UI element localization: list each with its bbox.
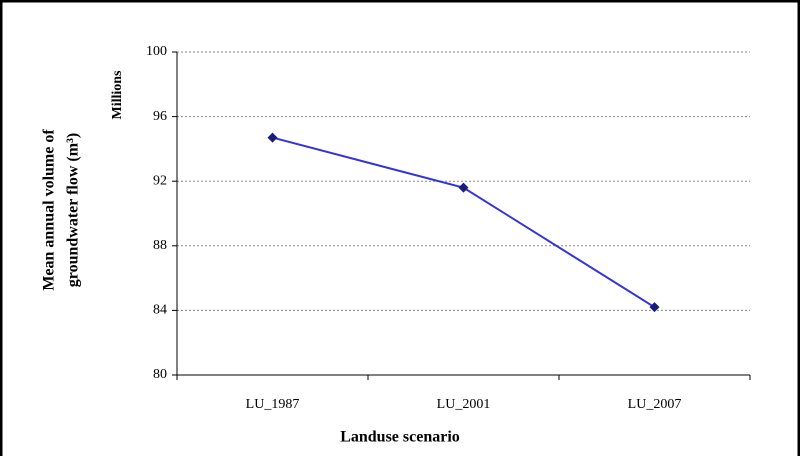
marker (649, 302, 660, 313)
y-axis-title: groundwater flow (m³) (65, 133, 82, 287)
y-tick-label: 92 (153, 173, 167, 188)
marker (458, 182, 469, 193)
x-tick-label: LU_1987 (246, 397, 300, 412)
y-tick-label: 84 (153, 303, 167, 318)
unit-note: Millions (110, 70, 125, 120)
x-tick-label: LU_2007 (628, 397, 682, 412)
y-tick-label: 96 (153, 109, 167, 124)
y-tick-label: 80 (153, 367, 167, 382)
marker (267, 132, 278, 143)
y-tick-label: 100 (146, 44, 167, 59)
y-tick-label: 88 (153, 238, 167, 253)
x-axis-title: Landuse scenario (340, 429, 460, 446)
y-axis-title: Mean annual volume of (41, 129, 58, 291)
x-tick-label: LU_2001 (437, 397, 491, 412)
